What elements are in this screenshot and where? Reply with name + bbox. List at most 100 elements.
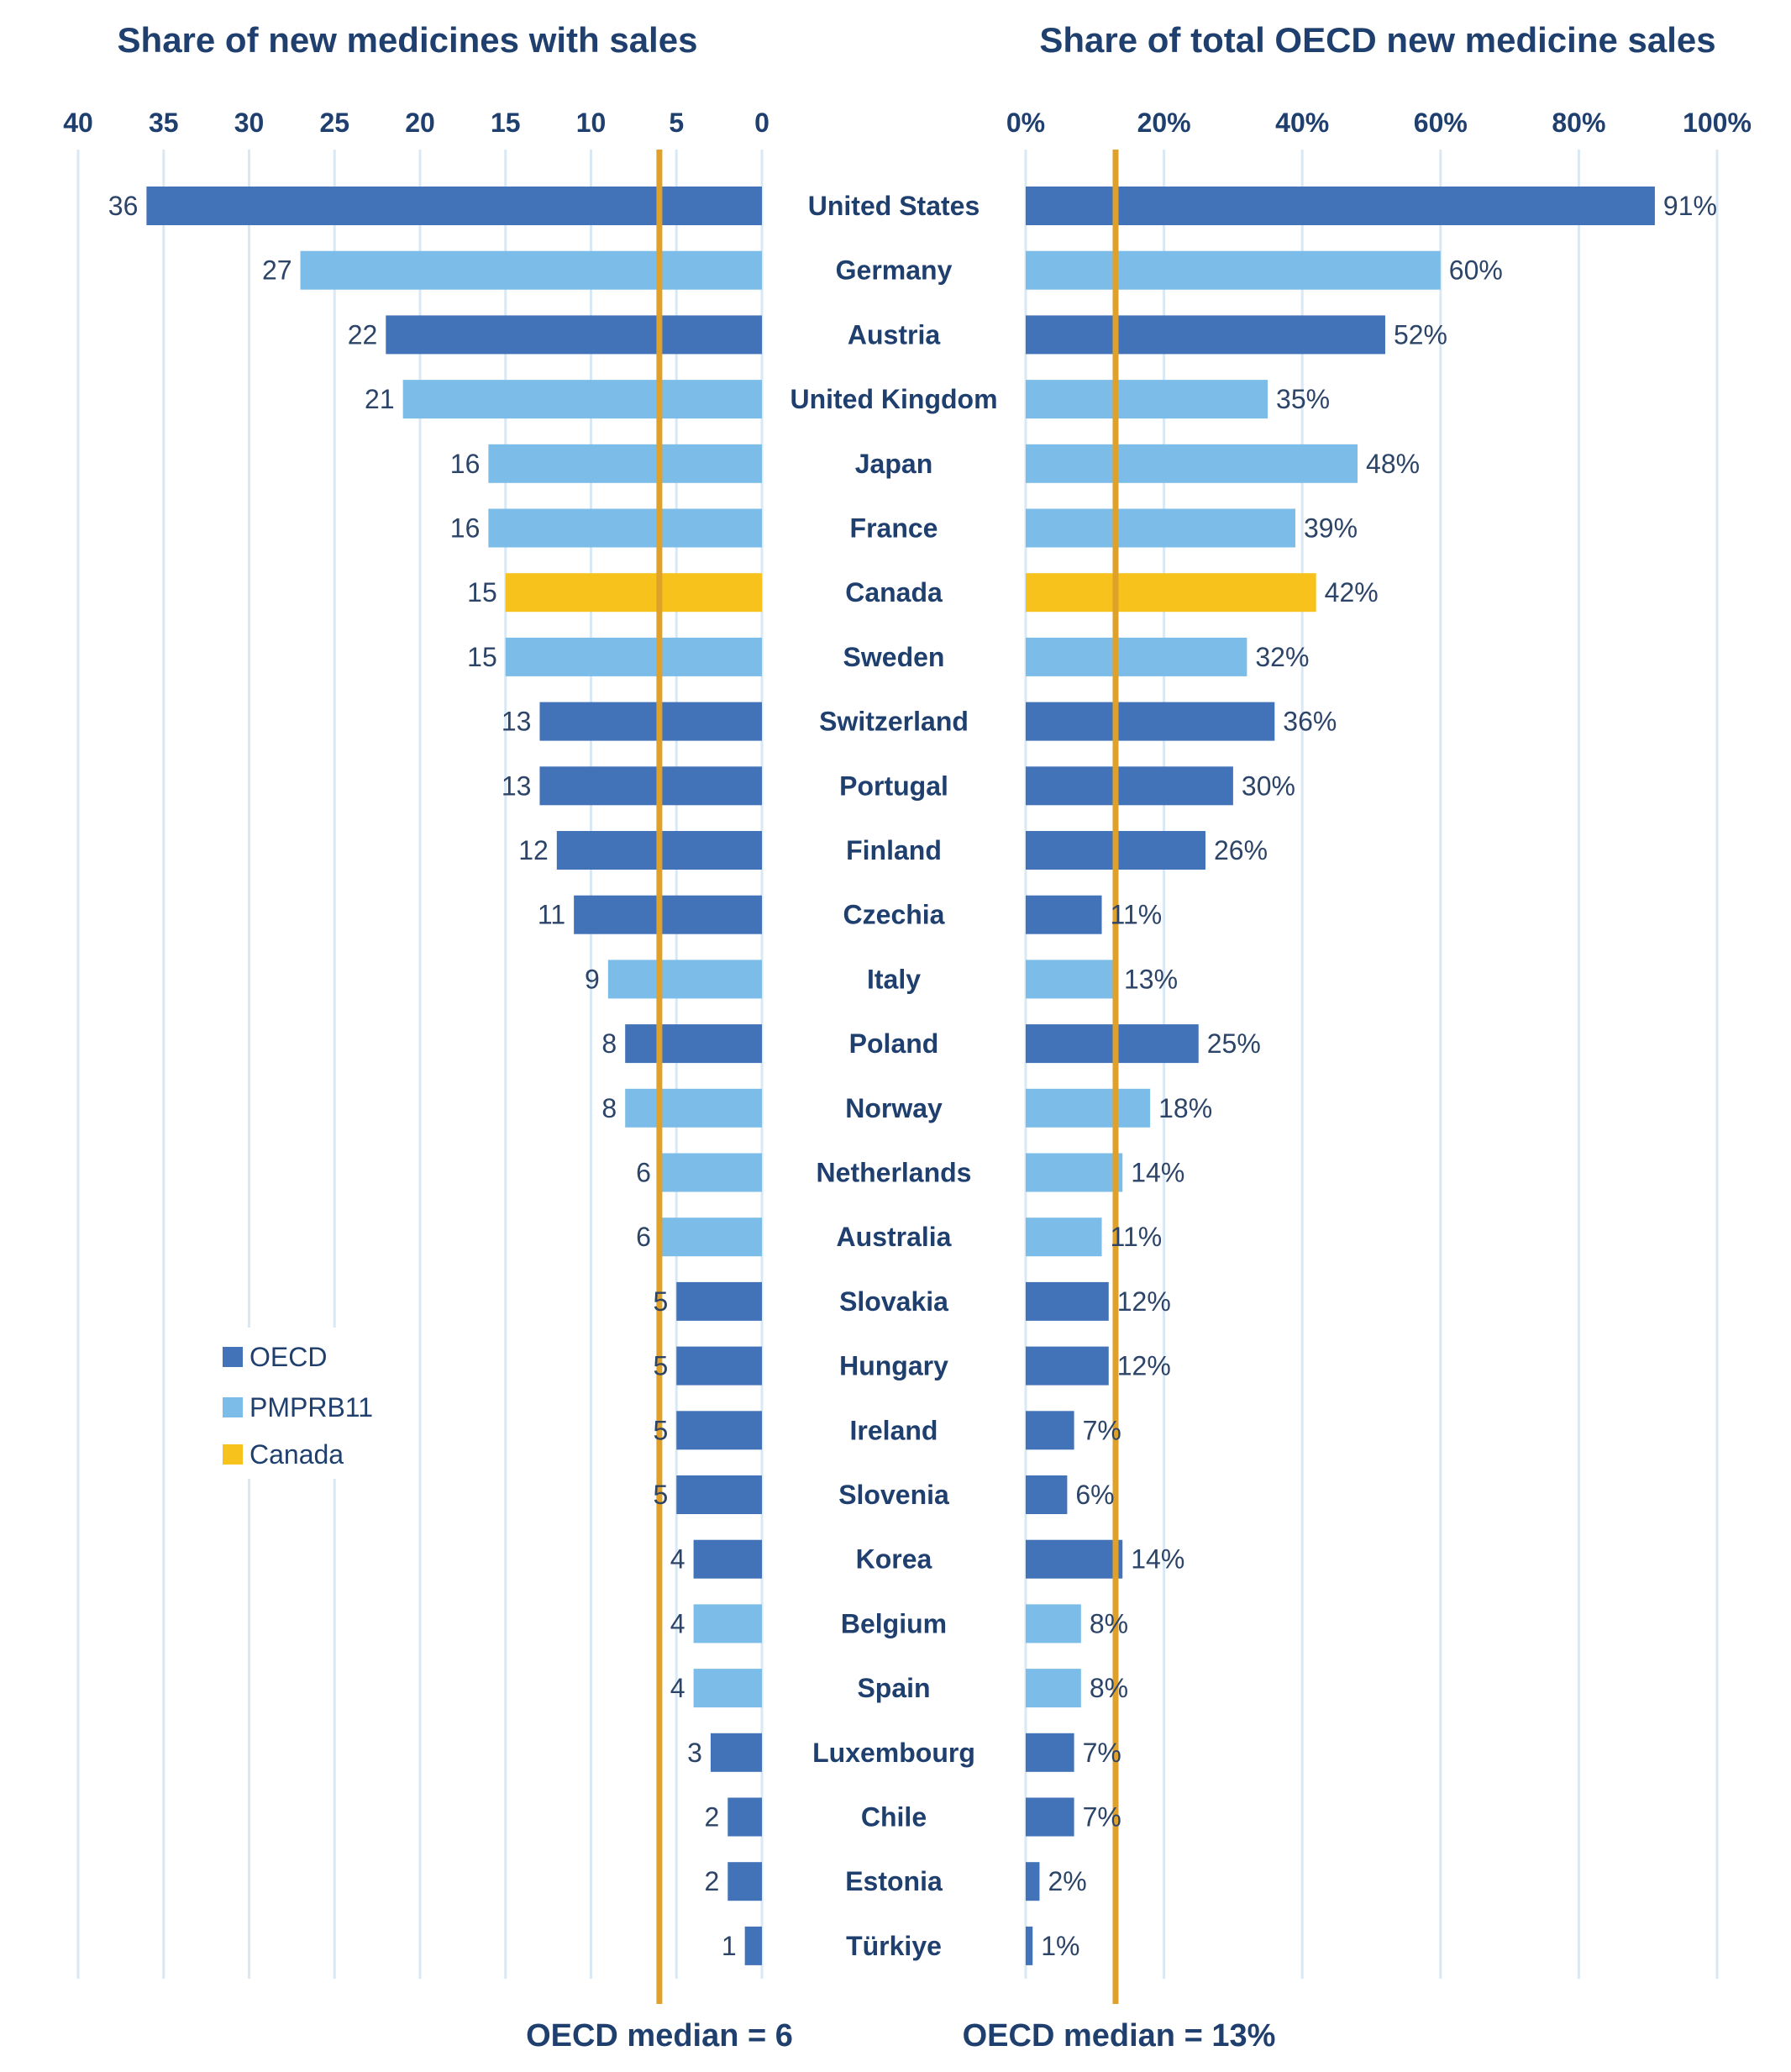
right-bar-estonia xyxy=(1026,1862,1040,1901)
left-tick-label: 20 xyxy=(405,108,435,138)
left-value-label-korea: 4 xyxy=(670,1544,685,1575)
left-tick-label: 40 xyxy=(63,108,93,138)
category-label-spain: Spain xyxy=(857,1673,930,1703)
legend: OECD PMPRB11 Canada xyxy=(223,1342,373,1470)
category-label-belgium: Belgium xyxy=(841,1608,947,1638)
category-label-united-kingdom: United Kingdom xyxy=(790,384,997,414)
left-value-label-finland: 12 xyxy=(518,835,549,865)
category-label-sweden: Sweden xyxy=(843,642,945,672)
right-value-label-ireland: 7% xyxy=(1083,1415,1121,1445)
left-value-label-italy: 9 xyxy=(585,964,600,994)
right-tick-label: 80% xyxy=(1552,108,1605,138)
right-value-label-sweden: 32% xyxy=(1255,642,1309,672)
right-tick-label: 0% xyxy=(1006,108,1045,138)
right-value-label-finland: 26% xyxy=(1214,835,1268,865)
right-bar-canada xyxy=(1026,573,1316,613)
left-tick-label: 25 xyxy=(319,108,349,138)
right-bar-turkiye xyxy=(1026,1926,1033,1965)
category-label-netherlands: Netherlands xyxy=(817,1158,972,1188)
legend-swatch-canada xyxy=(223,1444,243,1465)
left-bar-estonia xyxy=(727,1862,762,1901)
right-bar-italy xyxy=(1026,960,1116,999)
right-bar-portugal xyxy=(1026,766,1233,806)
left-bar-turkiye xyxy=(744,1926,762,1965)
category-label-norway: Norway xyxy=(845,1093,943,1123)
category-label-turkiye: Türkiye xyxy=(846,1931,942,1961)
left-bar-france xyxy=(488,508,762,548)
right-bar-ireland xyxy=(1026,1411,1074,1450)
left-bar-germany xyxy=(300,250,762,290)
category-label-switzerland: Switzerland xyxy=(819,707,969,737)
right-value-label-norway: 18% xyxy=(1158,1093,1212,1123)
right-bar-united-states xyxy=(1026,187,1655,225)
left-bar-spain xyxy=(693,1669,762,1708)
left-bar-chile xyxy=(727,1797,762,1837)
left-bar-czechia xyxy=(574,895,762,934)
legend-label-canada: Canada xyxy=(249,1439,344,1470)
category-label-canada: Canada xyxy=(845,577,943,607)
bar-layer xyxy=(146,187,1655,1965)
category-label-chile: Chile xyxy=(861,1802,927,1833)
left-value-label-hungary: 5 xyxy=(653,1351,668,1381)
left-tick-label: 10 xyxy=(576,108,607,138)
right-value-label-united-states: 91% xyxy=(1663,191,1717,221)
category-label-czechia: Czechia xyxy=(843,900,945,930)
right-bar-japan xyxy=(1026,444,1358,483)
right-bar-chile xyxy=(1026,1797,1074,1837)
right-value-label-germany: 60% xyxy=(1449,255,1503,286)
right-bar-austria xyxy=(1026,315,1385,355)
category-label-slovenia: Slovenia xyxy=(838,1480,949,1510)
left-value-label-slovakia: 5 xyxy=(653,1286,668,1317)
left-bar-united-kingdom xyxy=(402,380,762,419)
right-bar-hungary xyxy=(1026,1346,1109,1386)
right-bar-luxembourg xyxy=(1026,1733,1074,1772)
left-value-label-ireland: 5 xyxy=(653,1415,668,1445)
legend-label-oecd: OECD xyxy=(249,1342,327,1372)
right-bar-germany xyxy=(1026,250,1441,290)
left-value-label-portugal: 13 xyxy=(502,770,532,801)
legend-label-pmprb11: PMPRB11 xyxy=(249,1392,373,1423)
right-bar-france xyxy=(1026,508,1295,548)
right-bar-netherlands xyxy=(1026,1153,1123,1192)
right-tick-label: 100% xyxy=(1683,108,1752,138)
right-value-label-united-kingdom: 35% xyxy=(1276,384,1330,414)
left-value-label-belgium: 4 xyxy=(670,1608,685,1638)
category-label-austria: Austria xyxy=(848,319,940,350)
right-median-label: OECD median = 13% xyxy=(963,2018,1276,2054)
right-bar-australia xyxy=(1026,1217,1102,1257)
right-value-label-canada: 42% xyxy=(1325,577,1379,607)
median-layer xyxy=(656,150,1119,2004)
left-value-label-netherlands: 6 xyxy=(636,1158,651,1188)
right-value-label-belgium: 8% xyxy=(1090,1608,1128,1638)
right-value-label-japan: 48% xyxy=(1366,449,1420,479)
right-bar-slovenia xyxy=(1026,1475,1068,1514)
right-value-label-turkiye: 1% xyxy=(1041,1931,1079,1961)
right-bar-slovakia xyxy=(1026,1281,1109,1321)
category-label-korea: Korea xyxy=(856,1544,932,1575)
left-chart-title: Share of new medicines with sales xyxy=(118,20,698,60)
category-label-luxembourg: Luxembourg xyxy=(812,1738,975,1768)
left-bar-sweden xyxy=(505,637,762,676)
right-value-label-spain: 8% xyxy=(1090,1673,1128,1703)
category-label-poland: Poland xyxy=(849,1028,939,1059)
right-tick-label: 40% xyxy=(1275,108,1329,138)
left-value-label-canada: 15 xyxy=(467,577,497,607)
right-bar-poland xyxy=(1026,1024,1199,1064)
right-bar-switzerland xyxy=(1026,702,1275,741)
left-bar-portugal xyxy=(539,766,762,806)
left-tick-label: 5 xyxy=(669,108,684,138)
left-bar-austria xyxy=(386,315,762,355)
left-bar-poland xyxy=(625,1024,762,1064)
left-bar-ireland xyxy=(676,1411,762,1450)
right-value-label-slovakia: 12% xyxy=(1117,1286,1171,1317)
left-bar-hungary xyxy=(676,1346,762,1386)
left-bar-slovenia xyxy=(676,1475,762,1514)
legend-swatch-pmprb11 xyxy=(223,1397,243,1417)
category-label-australia: Australia xyxy=(837,1222,952,1252)
category-label-finland: Finland xyxy=(846,835,942,865)
right-bar-czechia xyxy=(1026,895,1102,934)
category-label-ireland: Ireland xyxy=(850,1415,938,1445)
legend-swatch-oecd xyxy=(223,1347,243,1367)
